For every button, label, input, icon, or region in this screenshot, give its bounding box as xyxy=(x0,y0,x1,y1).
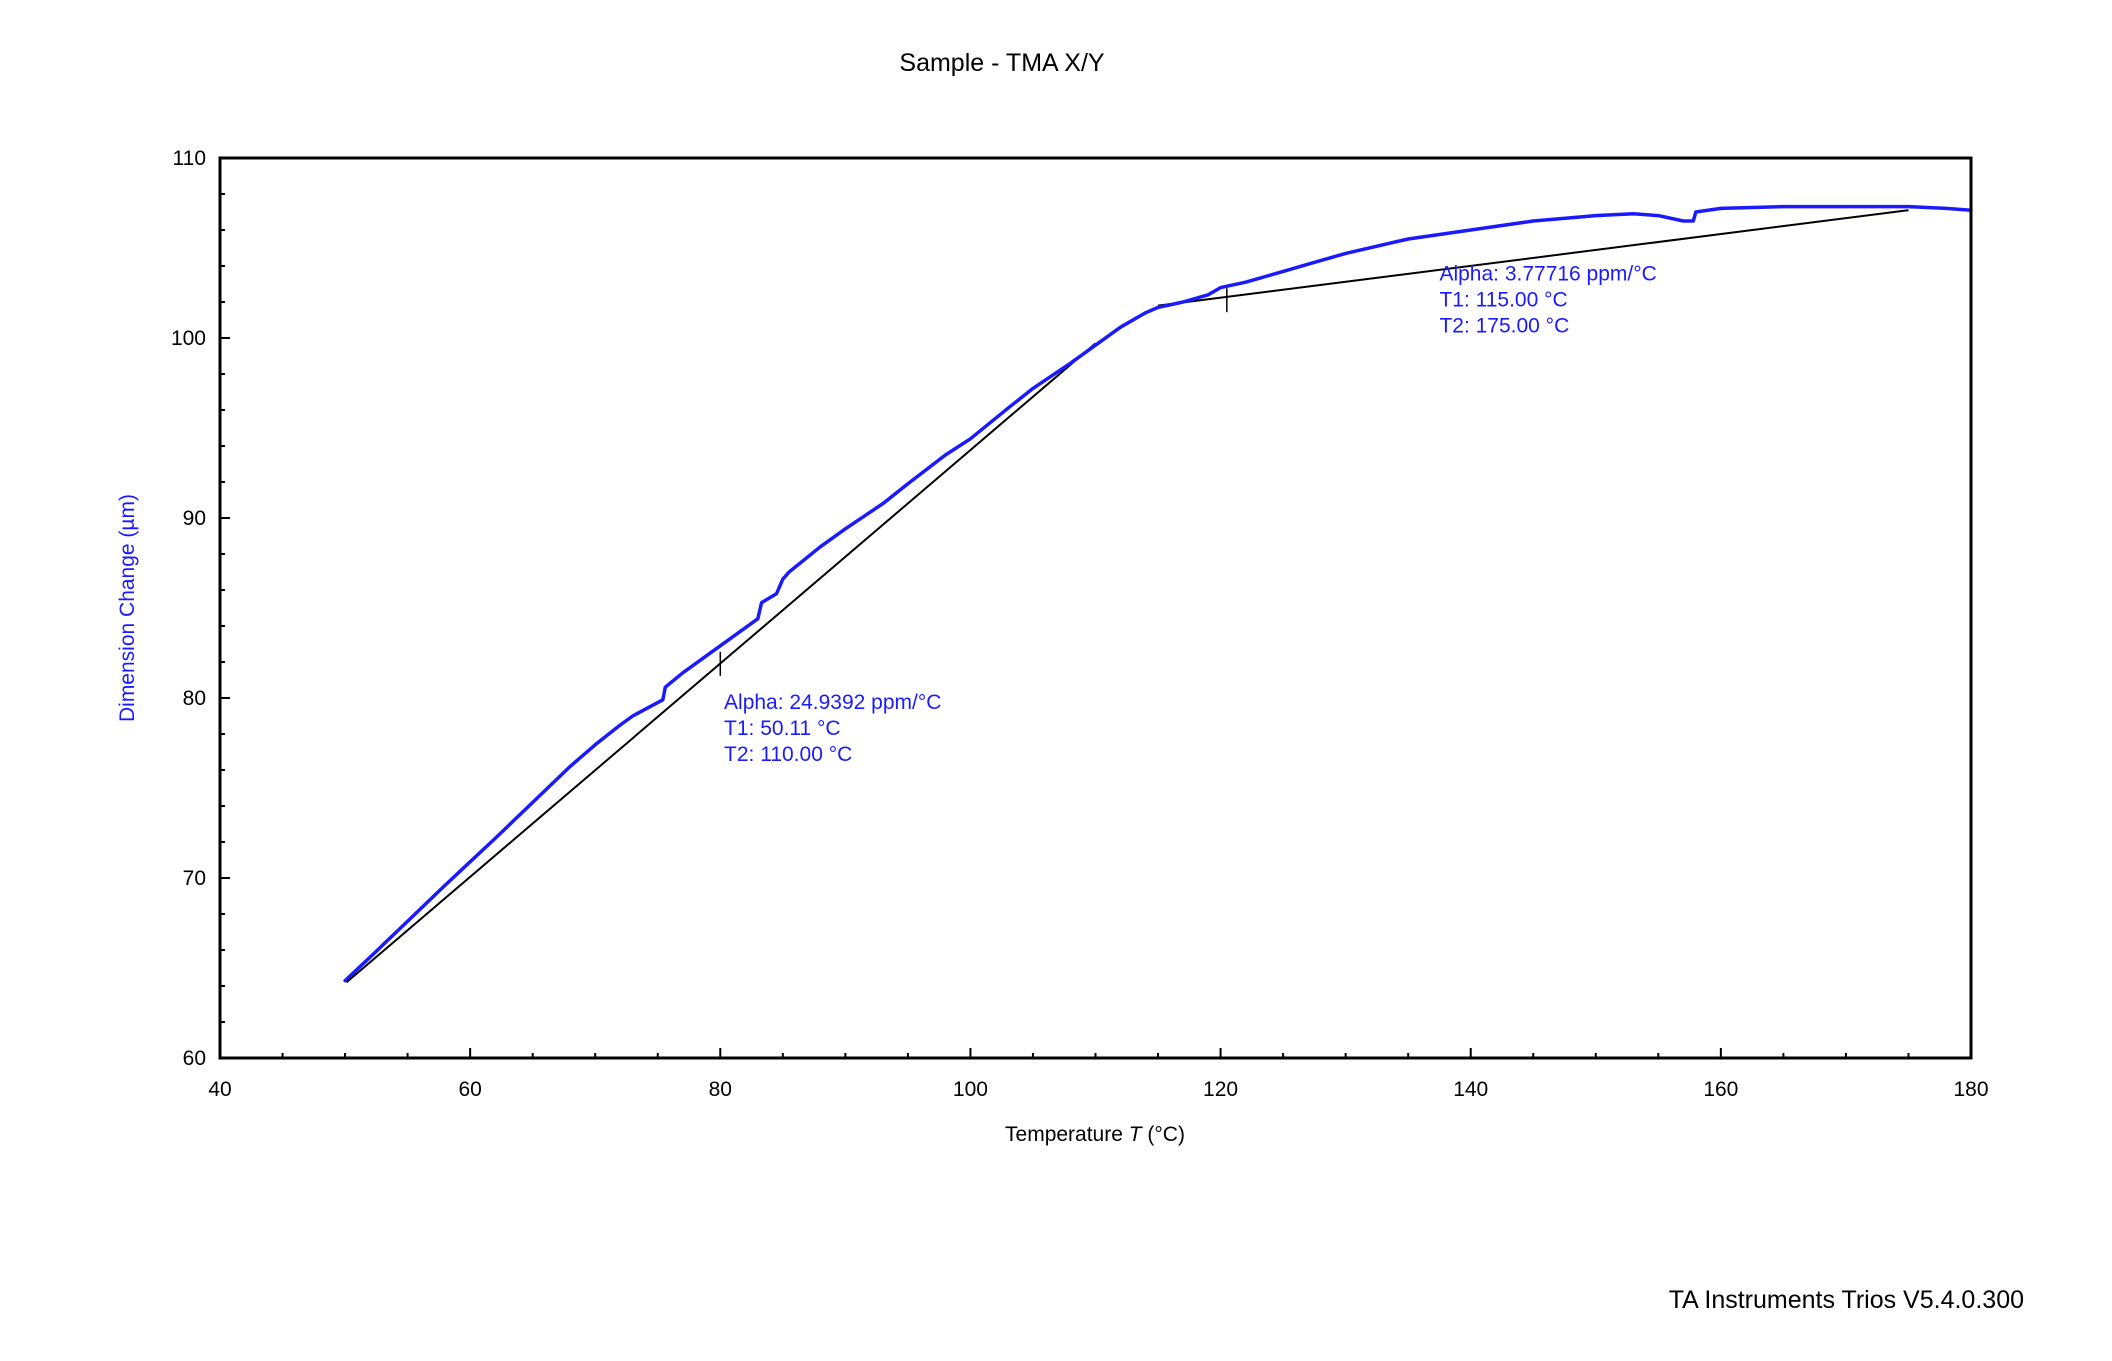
series-group xyxy=(343,204,1973,983)
annotation-line: T2: 110.00 °C xyxy=(724,743,852,766)
y-tick-label: 100 xyxy=(171,327,206,350)
x-tick-label: 160 xyxy=(1703,1078,1738,1101)
x-tick-label: 100 xyxy=(953,1078,988,1101)
annotation-line: Alpha: 3.77716 ppm/°C xyxy=(1439,262,1656,285)
y-tick-label: 90 xyxy=(183,507,206,530)
x-tick-label: 60 xyxy=(458,1078,481,1101)
y-tick-label: 110 xyxy=(173,147,206,170)
annotations: Alpha: 24.9392 ppm/°C T1: 50.11 °C T2: 110… xyxy=(724,262,1657,765)
software-version: TA Instruments Trios V5.4.0.300 xyxy=(1668,1286,2024,1314)
x-axis-label: Temperature T (°C) xyxy=(1005,1123,1185,1146)
series-line xyxy=(343,204,1973,983)
y-tick-labels: 60 70 80 90 100 110 xyxy=(171,147,206,1070)
x-tick-label: 40 xyxy=(208,1078,231,1101)
x-axis-label-unit: (°C) xyxy=(1142,1123,1185,1146)
major-ticks xyxy=(219,157,1972,1059)
y-tick-label: 60 xyxy=(183,1047,206,1070)
annotation-line: T2: 175.00 °C xyxy=(1439,314,1569,337)
x-tick-label: 180 xyxy=(1953,1078,1988,1101)
y-tick-label: 70 xyxy=(183,867,206,890)
minor-ticks xyxy=(220,193,1910,1058)
x-axis-label-prefix: Temperature xyxy=(1005,1123,1129,1146)
x-axis-label-symbol: T xyxy=(1129,1123,1144,1146)
analysis-annotation: Alpha: 24.9392 ppm/°C T1: 50.11 °C T2: 110… xyxy=(724,691,941,766)
x-tick-labels: 40 60 80 100 120 140 160 180 xyxy=(208,1078,1988,1101)
x-tick-label: 120 xyxy=(1203,1078,1238,1101)
plot-frame xyxy=(218,156,1973,1060)
fit-lines xyxy=(345,209,1909,984)
x-tick-label: 80 xyxy=(709,1078,732,1101)
analysis-annotation: Alpha: 3.77716 ppm/°C T1: 115.00 °C T2: 17… xyxy=(1439,262,1656,337)
annotation-line: Alpha: 24.9392 ppm/°C xyxy=(724,691,941,714)
annotation-line: T1: 50.11 °C xyxy=(724,717,841,740)
x-tick-label: 140 xyxy=(1453,1078,1488,1101)
annotation-line: T1: 115.00 °C xyxy=(1439,288,1567,311)
y-tick-label: 80 xyxy=(183,687,206,710)
tangent-fit-line xyxy=(1157,209,1909,307)
y-axis-label: Dimension Change (µm) xyxy=(116,494,139,722)
chart-title: Sample - TMA X/Y xyxy=(899,49,1104,77)
